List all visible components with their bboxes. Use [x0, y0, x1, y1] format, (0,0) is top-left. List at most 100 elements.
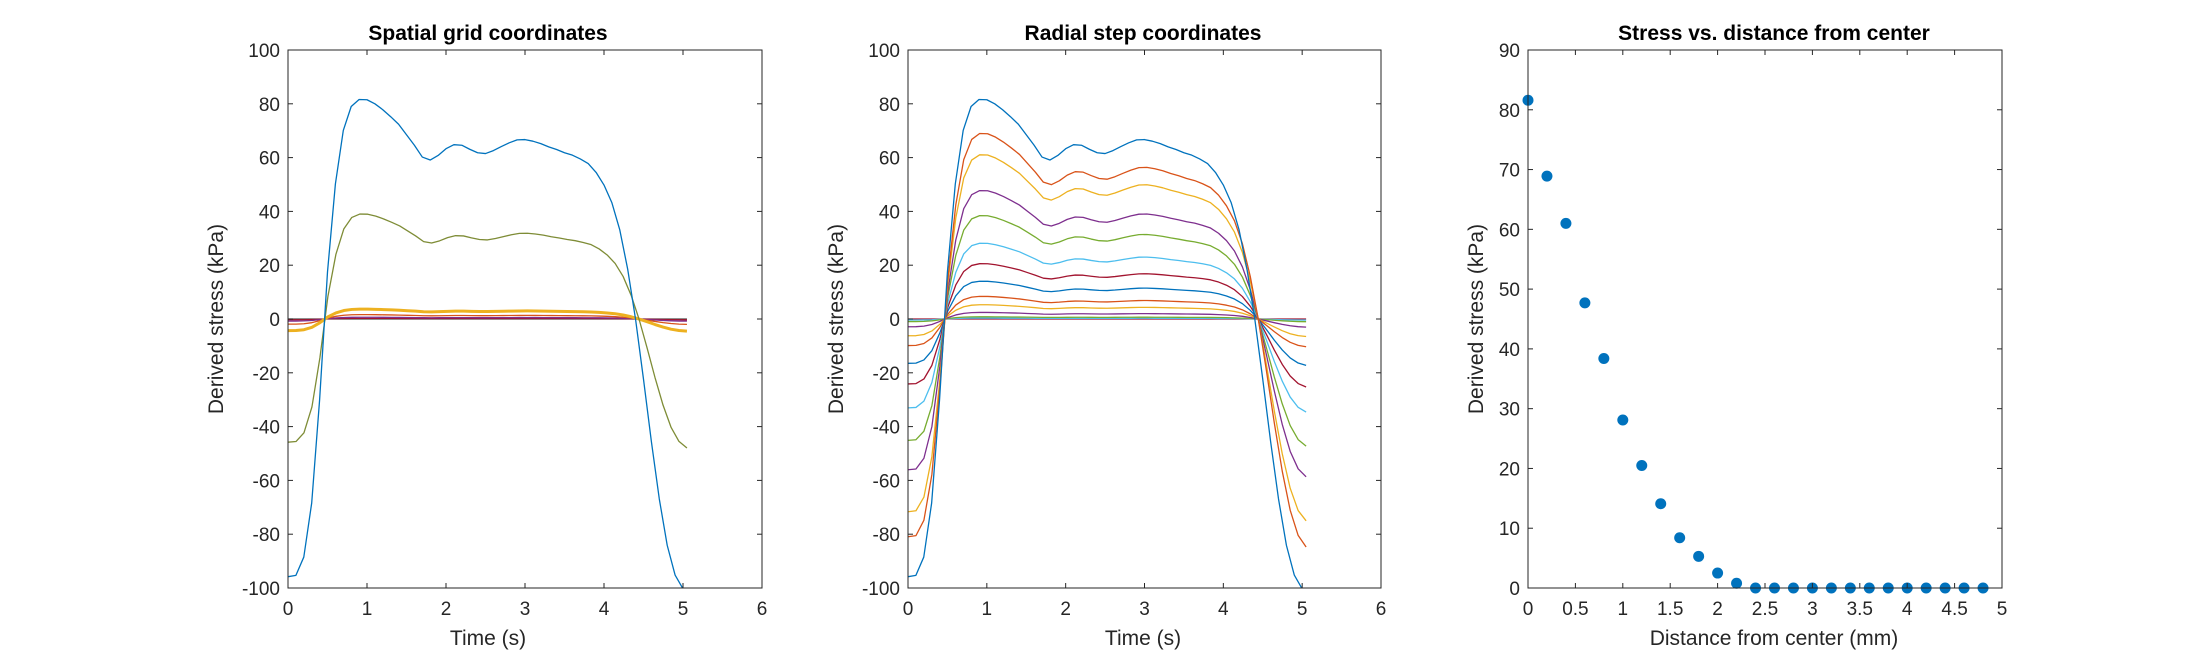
chart-1-series-line-2: [288, 213, 688, 449]
chart-2-series-line-1: [908, 98, 1303, 588]
chart-1-x-tick-label: 4: [599, 599, 610, 620]
chart-3-x-tick-label: 2: [1712, 599, 1723, 620]
chart-1-y-tick-label: 100: [248, 41, 280, 62]
chart-2-y-tick-label: 40: [879, 202, 900, 223]
chart-1-axes: 0 1 2 3 4 5 6 -100 -80 -60 -40 -20 0 20 40 60 80 100: [242, 41, 767, 620]
chart-1-y-tick-label: -100: [242, 579, 280, 600]
chart-3-x-tick-label: 0: [1523, 599, 1534, 620]
chart-2-series-group: [908, 98, 1307, 588]
chart-2-series-line-3: [908, 154, 1307, 522]
chart-3-y-label: Derived stress (kPa): [1465, 224, 1488, 414]
chart-2-y-tick-label: 0: [889, 310, 900, 331]
chart-2-title: Radial step coordinates: [1025, 22, 1262, 45]
chart-2-series-line-9: [908, 295, 1307, 348]
chart-2-series-line-11: [908, 311, 1307, 328]
chart-3-x-tick-label: 3: [1807, 599, 1818, 620]
chart-2-series-line-12: [908, 316, 1307, 323]
chart-2-x-tick-label: 1: [982, 599, 993, 620]
chart-stress-vs-distance: Stress vs. distance from center 0 0.5 1 1.5…: [1465, 22, 2007, 650]
chart-2-x-tick-label: 6: [1376, 599, 1387, 620]
chart-3-x-tick-label: 1: [1618, 599, 1629, 620]
chart-3-y-tick-label: 30: [1499, 400, 1520, 421]
chart-3-title: Stress vs. distance from center: [1618, 22, 1930, 45]
chart-2-axes: 0 1 2 3 4 5 6 -100 -80 -60 -40 -20 0 20 40 60 80 100: [862, 41, 1386, 620]
chart-2-series-line-7: [908, 263, 1307, 388]
chart-3-point: [1560, 217, 1572, 229]
chart-3-y-tick-label: 50: [1499, 280, 1520, 301]
chart-2-y-tick-label: -80: [873, 525, 900, 546]
chart-1-y-tick-label: 80: [259, 95, 280, 116]
chart-2-lines: [908, 98, 1307, 588]
chart-1-x-tick-label: 2: [441, 599, 452, 620]
chart-2-series-line-5: [908, 214, 1307, 447]
chart-3-y-tick-label: 10: [1499, 519, 1520, 540]
chart-2-x-label: Time (s): [1105, 627, 1181, 650]
chart-radial-step: Radial step coordinates 0 1 2 3 4 5 6 -100 -80 -6…: [825, 22, 1386, 650]
chart-3-x-tick-label: 5: [1997, 599, 2008, 620]
chart-2-y-tick-label: -60: [873, 471, 900, 492]
chart-2-y-tick-label: 20: [879, 256, 900, 277]
chart-3-x-tick-label: 0.5: [1562, 599, 1588, 620]
chart-2-y-tick-label: -20: [873, 364, 900, 385]
chart-1-y-tick-label: -20: [253, 364, 280, 385]
chart-2-y-tick-label: 100: [868, 41, 900, 62]
chart-3-x-label: Distance from center (mm): [1650, 627, 1899, 650]
chart-3-y-tick-label: 60: [1499, 220, 1520, 241]
chart-2-series-line-6: [908, 242, 1307, 413]
chart-3-point: [1541, 170, 1553, 182]
chart-3-point: [1598, 352, 1610, 364]
chart-1-series-line-5: [288, 316, 687, 322]
chart-2-y-tick-label: -40: [873, 418, 900, 439]
chart-1-y-label: Derived stress (kPa): [205, 224, 228, 414]
chart-1-y-tick-label: 60: [259, 149, 280, 170]
chart-3-y-tick-label: 40: [1499, 340, 1520, 361]
chart-3-x-tick-label: 3.5: [1847, 599, 1873, 620]
chart-3-point: [1693, 550, 1705, 562]
chart-3-point: [1655, 498, 1667, 510]
chart-1-y-tick-label: -60: [253, 471, 280, 492]
chart-1-x-label: Time (s): [450, 627, 526, 650]
chart-3-x-tick-label: 4.5: [1941, 599, 1967, 620]
chart-1-x-tick-label: 5: [678, 599, 689, 620]
chart-2-x-tick-label: 4: [1218, 599, 1229, 620]
chart-2-x-tick-label: 3: [1139, 599, 1150, 620]
chart-2-x-tick-label: 5: [1297, 599, 1308, 620]
chart-1-x-tick-label: 6: [757, 599, 768, 620]
chart-3-point: [1636, 459, 1648, 471]
chart-1-series-group: [288, 98, 688, 588]
chart-3-x-tick-label: 2.5: [1752, 599, 1778, 620]
chart-1-y-tick-label: -80: [253, 525, 280, 546]
chart-2-series-line-8: [908, 280, 1307, 367]
chart-3-point: [1674, 532, 1686, 544]
chart-3-x-tick-label: 1.5: [1657, 599, 1683, 620]
chart-3-point: [1579, 297, 1591, 309]
chart-3-y-tick-label: 90: [1499, 41, 1520, 62]
chart-1-series-line-3: [288, 307, 688, 333]
chart-2-x-tick-label: 2: [1060, 599, 1071, 620]
chart-3-y-tick-label: 80: [1499, 101, 1520, 122]
chart-1-x-tick-label: 3: [520, 599, 531, 620]
chart-1-series-line-1: [288, 98, 684, 588]
chart-2-y-tick-label: 80: [879, 95, 900, 116]
chart-1-x-tick-label: 1: [362, 599, 373, 620]
chart-1-y-tick-label: 40: [259, 202, 280, 223]
chart-3-point: [1617, 414, 1629, 426]
chart-1-y-tick-label: 20: [259, 256, 280, 277]
chart-2-y-tick-label: -100: [862, 579, 900, 600]
chart-2-y-label: Derived stress (kPa): [825, 224, 848, 414]
chart-3-point: [1712, 567, 1724, 579]
chart-3-point: [1731, 577, 1743, 589]
chart-2-y-tick-label: 60: [879, 149, 900, 170]
chart-1-y-tick-label: -40: [253, 418, 280, 439]
chart-3-y-tick-label: 70: [1499, 161, 1520, 182]
chart-1-title: Spatial grid coordinates: [368, 22, 607, 45]
chart-spatial-grid: Spatial grid coordinates 0 1 2 3 4 5 6 -100 -80 -…: [205, 22, 767, 650]
chart-3-y-tick-label: 0: [1509, 579, 1520, 600]
chart-2-x-tick-label: 0: [903, 599, 914, 620]
chart-2-series-line-4: [908, 189, 1307, 478]
chart-3-y-tick-label: 20: [1499, 459, 1520, 480]
chart-1-series-line-4: [288, 313, 687, 326]
